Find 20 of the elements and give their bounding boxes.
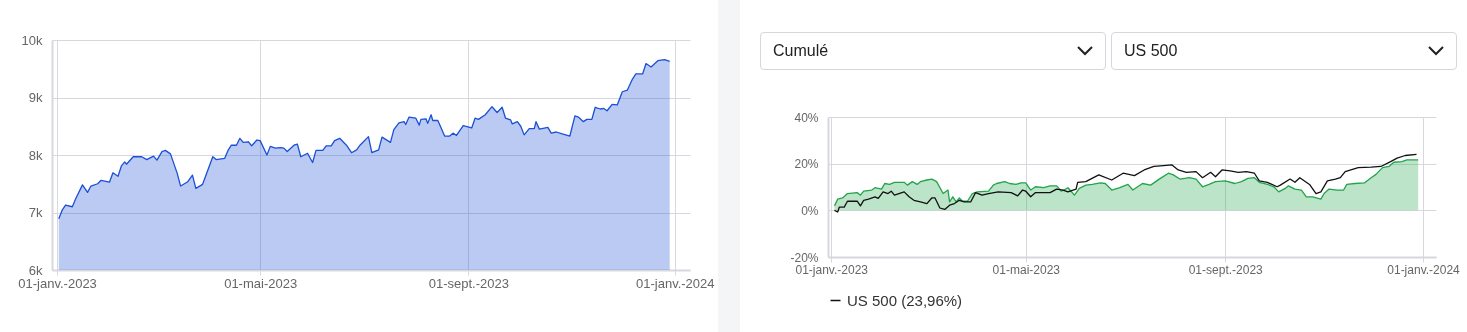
text: US 500 — [1124, 42, 1178, 60]
x-tick-label: 01-sept.-2023 — [1188, 262, 1264, 277]
x-tick-label: 01-sept.-2023 — [428, 275, 509, 291]
x-tick-label: 01-janv.-2023 — [795, 262, 869, 277]
y-tick-label: 10k — [21, 32, 43, 48]
x-tick-label: 01-janv.-2024 — [1387, 262, 1461, 277]
legend-label: US 500 (23,96%) — [847, 291, 963, 309]
x-tick-label: 01-janv.-2024 — [636, 275, 715, 291]
x-tick-label: 01-janv.-2023 — [18, 275, 97, 291]
y-tick-label: 7k — [28, 205, 43, 220]
y-tick-label: 20% — [794, 157, 819, 172]
x-tick-label: 01-mai-2023 — [992, 262, 1061, 277]
x-tick-label: 01-mai-2023 — [224, 275, 298, 291]
y-tick-label: 6k — [28, 262, 43, 278]
y-tick-label: 8k — [28, 147, 43, 163]
text: Cumulé — [773, 42, 829, 60]
y-tick-label: 9k — [28, 90, 43, 105]
y-tick-label: 40% — [794, 110, 819, 125]
y-tick-label: -20% — [790, 250, 819, 265]
y-tick-label: 0% — [801, 203, 819, 218]
